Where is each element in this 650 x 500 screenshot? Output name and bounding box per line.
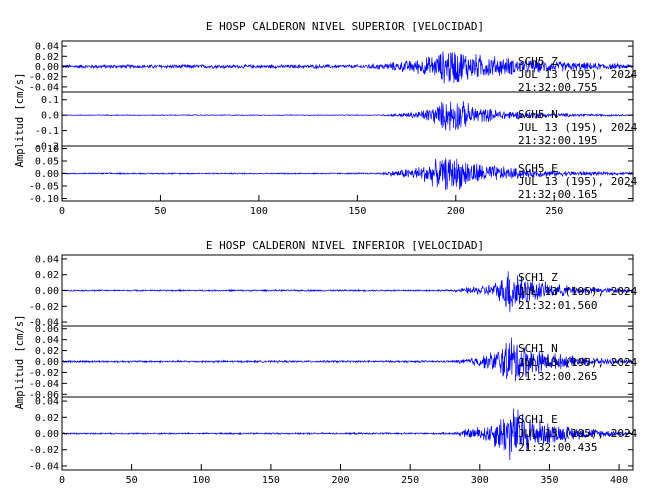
panel-channel: SCH5 E [518,162,558,175]
chart-nivel-inferior: E HOSP CALDERON NIVEL INFERIOR [VELOCIDA… [14,239,638,486]
panel-channel: SCH1 Z [518,271,558,284]
y-tick-label: -0.02 [29,368,59,379]
y-tick-label: -0.1 [35,126,59,137]
chart-title: E HOSP CALDERON NIVEL SUPERIOR [VELOCIDA… [206,20,484,33]
panel-date: JUL 13 (195), 2024 [518,427,638,440]
waveform-trace [61,158,634,191]
panel-channel: SCH5 N [518,108,558,121]
y-tick-label: 0.1 [41,95,59,106]
x-tick-label: 150 [262,475,280,486]
y-tick-label: 0.00 [35,62,59,73]
x-tick-label: 0 [59,475,65,486]
panel-date: JUL 13 (195), 2024 [518,285,638,298]
y-tick-label: 0.02 [35,413,59,424]
y-tick-label: -0.04 [29,318,59,329]
y-tick-label: 0.00 [35,429,59,440]
x-tick-label: 50 [154,206,166,217]
waveform-trace [61,271,634,313]
y-tick-label: 0.02 [35,52,59,63]
y-tick-label: -0.06 [29,390,59,401]
y-tick-label: -0.02 [29,445,59,456]
panel-channel: SCH1 N [518,342,558,355]
y-tick-label: 0.10 [35,144,59,155]
panel-date: JUL 13 (195), 2024 [518,356,638,369]
y-tick-label: -0.04 [29,379,59,390]
x-tick-label: 250 [401,475,419,486]
panel-channel: SCH5 Z [518,55,558,68]
y-tick-label: -0.05 [29,182,59,193]
panel-date: JUL 13 (195), 2024 [518,121,638,134]
y-tick-label: -0.04 [29,461,59,472]
y-tick-label: -0.04 [29,82,59,93]
chart-title: E HOSP CALDERON NIVEL INFERIOR [VELOCIDA… [206,239,484,252]
panel-time: 21:32:00.165 [518,188,597,201]
panel-channel: SCH1 E [518,413,558,426]
waveform-trace [61,101,634,131]
y-tick-label: 0.0 [41,111,59,122]
x-tick-label: 400 [610,475,628,486]
y-tick-label: 0.04 [35,335,59,346]
y-tick-label: 0.06 [35,324,59,335]
panel-time: 21:32:00.435 [518,441,597,454]
y-axis-label: Amplitud [cm/s] [14,315,26,410]
x-tick-label: 100 [192,475,210,486]
waveform-trace [61,408,634,461]
x-tick-label: 200 [332,475,350,486]
y-tick-label: 0.02 [35,270,59,281]
x-tick-label: 200 [447,206,465,217]
y-tick-label: -0.10 [29,194,59,205]
waveform-trace [61,51,634,84]
panel-sch5-n: SCH5 N JUL 13 (195), 2024 21:32:00.195 [61,91,638,147]
y-tick-label: 0.00 [35,357,59,368]
panel-date: JUL 13 (195), 2024 [518,175,638,188]
y-axis-label: Amplitud [cm/s] [14,73,26,168]
panel-date: JUL 13 (195), 2024 [518,68,638,81]
x-tick-label: 150 [348,206,366,217]
panel-sch5-e: SCH5 E JUL 13 (195), 2024 21:32:00.165 [61,145,638,202]
x-tick-label: 350 [540,475,558,486]
panel-time: 21:32:01.560 [518,299,597,312]
panel-time: 21:32:00.195 [518,134,597,147]
x-tick-label: 50 [126,475,138,486]
x-tick-label: 0 [59,206,65,217]
y-tick-label: 0.05 [35,157,59,168]
chart-nivel-superior: E HOSP CALDERON NIVEL SUPERIOR [VELOCIDA… [14,20,638,217]
y-tick-label: 0.02 [35,346,59,357]
x-tick-label: 300 [471,475,489,486]
y-tick-label: -0.02 [29,302,59,313]
y-tick-label: 0.04 [35,42,59,53]
panel-sch1-n: SCH1 N JUL 13 (195), 2024 21:32:00.265 [61,325,638,398]
y-tick-label: 0.00 [35,286,59,297]
waveform-trace [61,337,634,382]
panel-sch5-z: SCH5 Z JUL 13 (195), 2024 21:32:00.755 [61,40,638,94]
panel-sch1-z: SCH1 Z JUL 13 (195), 2024 21:32:01.560 [61,254,638,327]
x-tick-label: 100 [250,206,268,217]
panel-sch1-e: SCH1 E JUL 13 (195), 2024 21:32:00.435 [61,396,638,471]
y-tick-label: -0.02 [29,72,59,83]
panel-time: 21:32:00.265 [518,370,597,383]
panel-time: 21:32:00.755 [518,81,597,94]
y-tick-label: 0.04 [35,397,59,408]
y-tick-label: 0.00 [35,169,59,180]
x-tick-label: 250 [545,206,563,217]
y-tick-label: -0.2 [35,142,59,153]
y-tick-label: 0.04 [35,254,59,265]
